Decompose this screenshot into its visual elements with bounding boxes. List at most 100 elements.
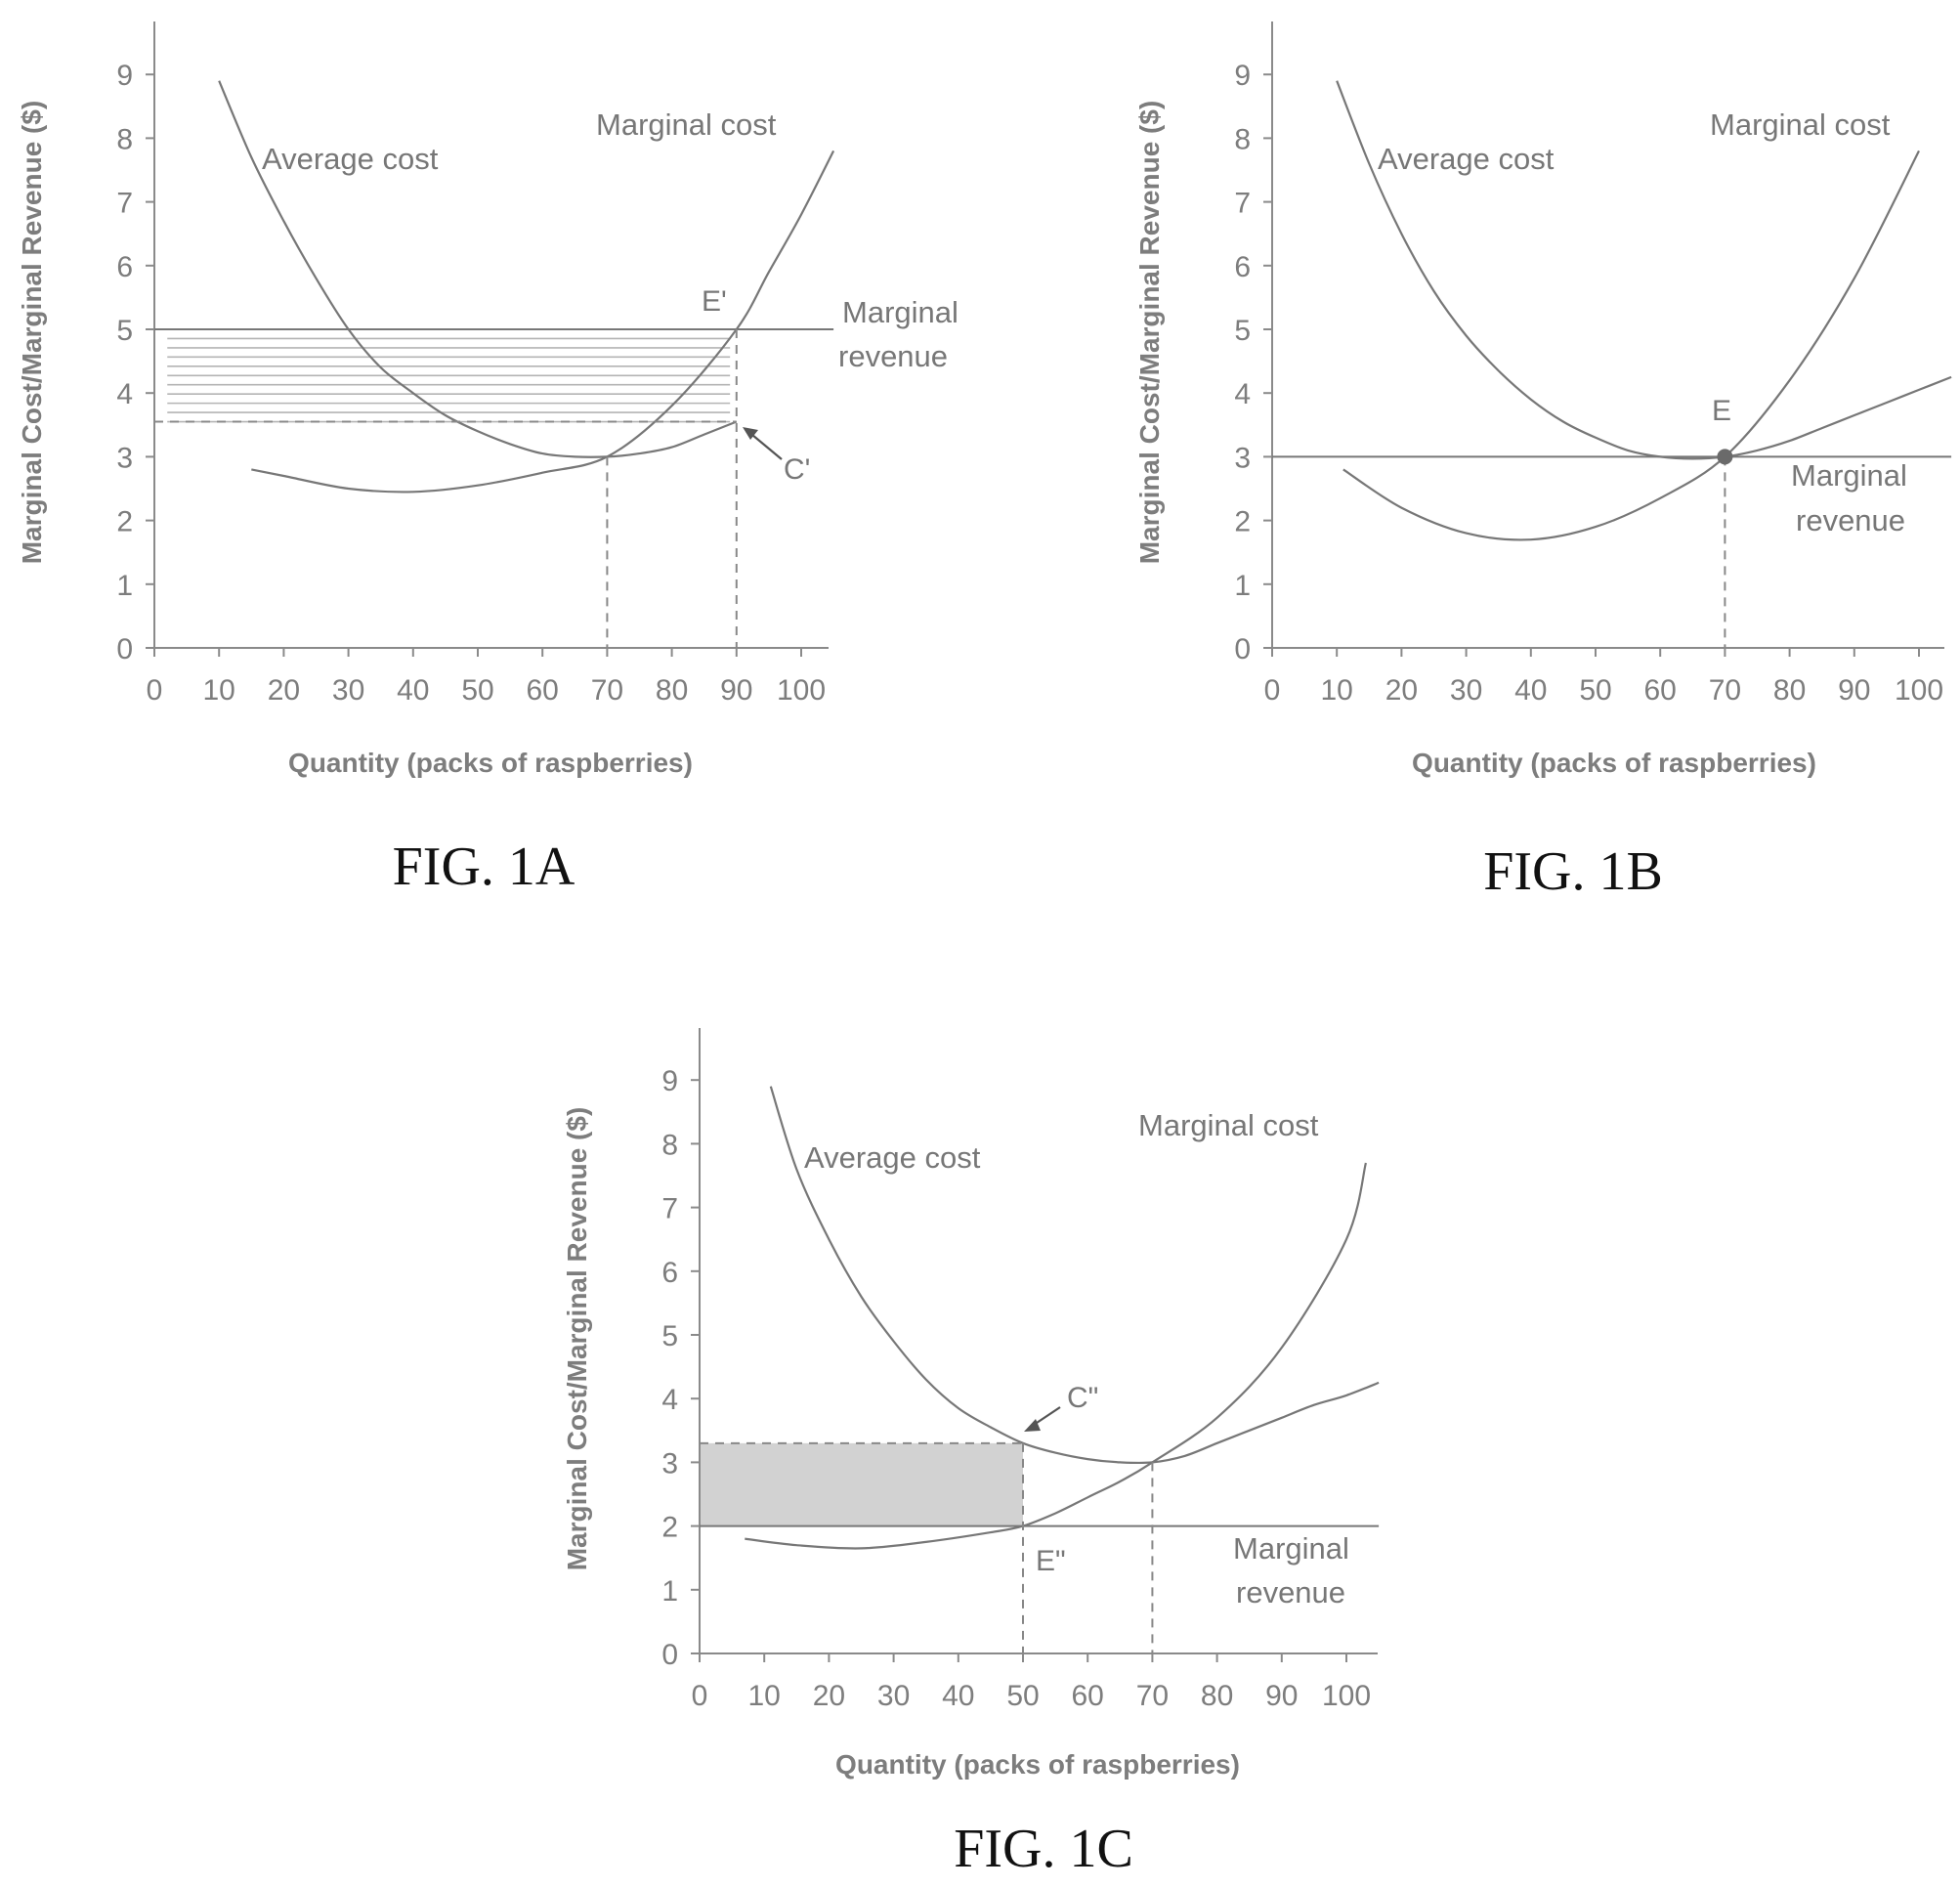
marginal-cost-label: Marginal cost (596, 107, 777, 142)
y-tick-label: 4 (116, 378, 133, 410)
y-tick-label: 4 (1234, 378, 1251, 410)
axes: 0 10 20 30 40 50 60 70 80 90 100 0 1 2 3 4 5 6 7 8 9 (1234, 21, 1944, 707)
x-tick-label: 40 (942, 1680, 974, 1712)
y-tick-label: 2 (661, 1512, 678, 1544)
y-tick-label: 6 (1234, 251, 1251, 283)
y-tick-label: 7 (116, 188, 133, 220)
x-tick-label: 60 (1072, 1680, 1104, 1712)
c-prime-arrow (751, 434, 783, 460)
x-tick-label: 80 (1201, 1680, 1233, 1712)
c-double-prime-arrow (1033, 1406, 1061, 1426)
y-tick-label: 0 (1234, 633, 1251, 665)
average-cost-label: Average cost (804, 1140, 981, 1175)
shaded-region (167, 328, 731, 423)
average-cost-curve (769, 1086, 1380, 1465)
y-tick-label: 8 (1234, 123, 1251, 155)
point-c-double-prime-label: C" (1067, 1382, 1098, 1414)
y-tick-label: 7 (1234, 188, 1251, 220)
curves (1272, 80, 1952, 648)
y-tick-label: 9 (1234, 60, 1251, 92)
x-tick-label: 10 (203, 674, 235, 707)
x-tick-label: 70 (1136, 1680, 1169, 1712)
y-tick-label: 0 (661, 1639, 678, 1671)
point-e-prime-label: E' (702, 285, 727, 318)
curves (154, 80, 835, 648)
x-tick-label: 50 (1579, 674, 1611, 707)
average-cost-label: Average cost (1378, 142, 1555, 176)
x-tick-label: 100 (1322, 1680, 1371, 1712)
y-tick-label: 3 (116, 442, 133, 474)
x-tick-label: 0 (692, 1680, 708, 1712)
x-tick-label: 100 (777, 674, 826, 707)
x-tick-label: 60 (527, 674, 559, 707)
average-cost-curve (218, 80, 738, 458)
x-axis-title: Quantity (packs of raspberries) (288, 748, 693, 778)
x-tick-label: 90 (720, 674, 752, 707)
y-tick-label: 1 (661, 1575, 678, 1608)
loss-area (700, 1442, 1023, 1526)
marginal-revenue-label-line1: Marginal (1791, 458, 1907, 493)
x-tick-label: 60 (1644, 674, 1677, 707)
marginal-cost-curve (251, 150, 835, 493)
x-tick-label: 0 (1264, 674, 1281, 707)
x-tick-label: 20 (268, 674, 300, 707)
x-axis-title: Quantity (packs of raspberries) (835, 1749, 1240, 1780)
y-axis-title: Marginal Cost/Marginal Revenue ($) (17, 101, 47, 565)
figure-caption-1c: FIG. 1C (954, 1819, 1133, 1879)
y-tick-label: 2 (1234, 506, 1251, 538)
y-tick-label: 5 (1234, 315, 1251, 347)
y-tick-label: 5 (116, 315, 133, 347)
x-tick-label: 70 (1709, 674, 1741, 707)
average-cost-label: Average cost (262, 142, 439, 176)
y-tick-label: 2 (116, 506, 133, 538)
x-tick-label: 90 (1265, 1680, 1298, 1712)
y-tick-label: 5 (661, 1320, 678, 1352)
x-tick-label: 0 (147, 674, 163, 707)
y-tick-label: 8 (116, 123, 133, 155)
y-tick-label: 6 (116, 251, 133, 283)
x-tick-label: 10 (1321, 674, 1353, 707)
marginal-revenue-label-line2: revenue (838, 339, 948, 373)
x-tick-label: 90 (1838, 674, 1870, 707)
curves (700, 1086, 1380, 1653)
marginal-revenue-label-line2: revenue (1796, 503, 1905, 537)
point-c-prime-label: C' (784, 453, 810, 486)
x-tick-label: 30 (1450, 674, 1482, 707)
y-tick-label: 1 (1234, 570, 1251, 602)
axes: 0 10 20 30 40 50 60 70 80 90 100 0 1 2 3 4 5 6 7 8 9 (116, 21, 829, 707)
y-axis-title: Marginal Cost/Marginal Revenue ($) (1134, 101, 1165, 565)
x-tick-label: 30 (332, 674, 364, 707)
y-tick-label: 8 (661, 1129, 678, 1161)
figure-caption-1a: FIG. 1A (393, 837, 575, 897)
marginal-cost-label: Marginal cost (1710, 107, 1891, 142)
marginal-cost-label: Marginal cost (1138, 1108, 1319, 1142)
marginal-revenue-label-line2: revenue (1236, 1575, 1345, 1609)
x-tick-label: 80 (656, 674, 688, 707)
y-tick-label: 6 (661, 1257, 678, 1289)
x-tick-label: 50 (1006, 1680, 1039, 1712)
y-tick-label: 3 (1234, 442, 1251, 474)
x-tick-label: 40 (1514, 674, 1547, 707)
equilibrium-point-e (1717, 449, 1733, 465)
y-tick-label: 4 (661, 1384, 678, 1416)
x-tick-label: 100 (1895, 674, 1943, 707)
point-e-double-prime-label: E" (1036, 1545, 1066, 1577)
x-tick-label: 20 (813, 1680, 845, 1712)
x-axis-title: Quantity (packs of raspberries) (1412, 748, 1816, 778)
x-tick-label: 30 (877, 1680, 910, 1712)
x-tick-label: 50 (461, 674, 493, 707)
y-axis-title: Marginal Cost/Marginal Revenue ($) (562, 1107, 592, 1571)
shaded-region (700, 1442, 1023, 1526)
c-prime-arrow-head (743, 427, 758, 440)
y-tick-label: 3 (661, 1447, 678, 1480)
y-tick-label: 1 (116, 570, 133, 602)
marginal-cost-curve (1342, 150, 1920, 541)
figure-1a: 0 10 20 30 40 50 60 70 80 90 100 0 1 2 3 4 5 6 7 8 9 Margina… (17, 21, 959, 897)
marginal-cost-curve (745, 1162, 1367, 1550)
x-tick-label: 70 (591, 674, 623, 707)
figure-caption-1b: FIG. 1B (1483, 841, 1663, 902)
figure-1b: 0 10 20 30 40 50 60 70 80 90 100 0 1 2 3 4 5 6 7 8 9 Margina… (1134, 21, 1952, 902)
c-double-prime-arrow-head (1024, 1419, 1041, 1432)
marginal-revenue-label-line1: Marginal (1233, 1531, 1349, 1566)
